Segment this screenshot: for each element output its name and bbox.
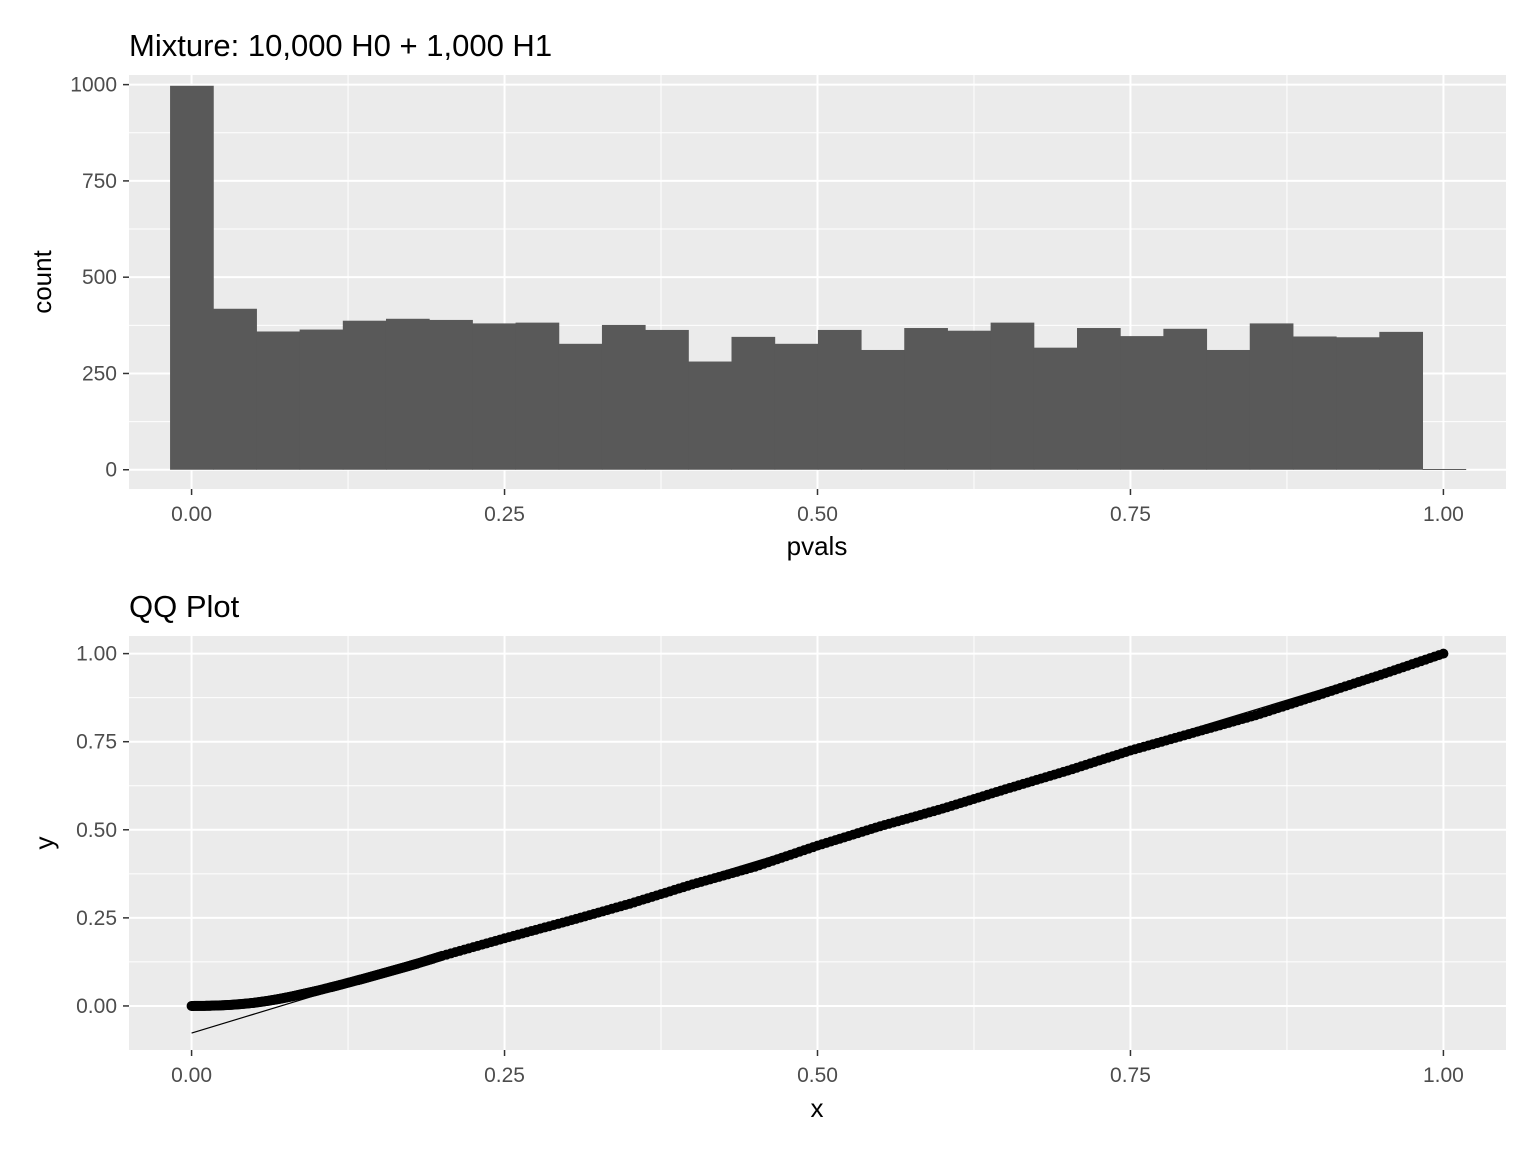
y-tick-label: 1000 xyxy=(70,74,117,97)
histogram-bar xyxy=(947,330,992,470)
qq-plot-chart: QQ Plot 0.00 0.25 0.50 0.75 1.00 0.00 0.25 0.5… xyxy=(29,589,1506,1123)
histogram-bar xyxy=(299,329,344,470)
histogram-bar xyxy=(774,343,819,470)
histogram-bar xyxy=(645,329,689,470)
histogram-bar xyxy=(1336,337,1380,470)
qq-plot-y-ticks: 0.00 0.25 0.50 0.75 1.00 xyxy=(76,643,129,1018)
qq-plot-x-axis-title: x xyxy=(811,1093,824,1123)
histogram-bars xyxy=(170,85,1467,470)
y-tick-label: 0.00 xyxy=(76,995,117,1018)
histogram-bar xyxy=(1249,323,1294,470)
histogram-bar xyxy=(817,329,862,470)
histogram-chart: Mixture: 10,000 H0 + 1,000 H1 0.00 0.25 0.… xyxy=(27,28,1506,561)
histogram-bar xyxy=(558,343,603,470)
histogram-bar xyxy=(385,318,430,470)
qq-plot-y-axis-title: y xyxy=(29,837,59,850)
histogram-bar xyxy=(429,319,473,470)
histogram-bar xyxy=(170,85,214,470)
histogram-y-axis-title: count xyxy=(27,249,57,313)
x-tick-label: 0.25 xyxy=(484,1064,525,1087)
x-tick-label: 0.25 xyxy=(484,503,525,526)
histogram-y-ticks: 0 250 500 750 1000 xyxy=(70,74,129,482)
x-tick-label: 0.75 xyxy=(1110,503,1151,526)
histogram-title: Mixture: 10,000 H0 + 1,000 H1 xyxy=(129,28,552,63)
y-tick-label: 1.00 xyxy=(76,643,117,666)
y-tick-label: 0 xyxy=(105,459,117,482)
histogram-bar xyxy=(904,328,948,470)
qq-plot-title: QQ Plot xyxy=(129,589,240,624)
x-tick-label: 0.50 xyxy=(797,1064,838,1087)
histogram-bar xyxy=(1120,336,1164,470)
histogram-bar xyxy=(213,308,257,470)
histogram-bar xyxy=(472,323,517,470)
qq-point xyxy=(1438,648,1449,659)
histogram-bar xyxy=(1077,328,1121,470)
histogram-bar xyxy=(515,322,560,470)
histogram-bar xyxy=(1379,331,1424,470)
histogram-bar xyxy=(1292,336,1337,470)
histogram-bar xyxy=(688,361,733,470)
histogram-bar xyxy=(256,331,301,470)
histogram-bar xyxy=(601,324,646,470)
histogram-x-ticks: 0.00 0.25 0.50 0.75 1.00 xyxy=(171,489,1464,526)
histogram-bar xyxy=(861,349,905,470)
y-tick-label: 750 xyxy=(82,170,117,193)
histogram-x-axis-title: pvals xyxy=(787,531,848,561)
qq-plot-points xyxy=(186,648,1449,1011)
histogram-bar xyxy=(1033,347,1078,470)
histogram-bar xyxy=(1206,349,1251,470)
y-tick-label: 500 xyxy=(82,266,117,289)
histogram-bar xyxy=(1163,328,1208,470)
qq-plot-x-ticks: 0.00 0.25 0.50 0.75 1.00 xyxy=(171,1050,1464,1087)
histogram-bar xyxy=(342,320,387,470)
x-tick-label: 0.00 xyxy=(171,1064,212,1087)
histogram-bar xyxy=(990,322,1035,470)
x-tick-label: 0.75 xyxy=(1110,1064,1151,1087)
histogram-bar xyxy=(731,336,776,470)
x-tick-label: 1.00 xyxy=(1423,1064,1464,1087)
histogram-bar xyxy=(1422,468,1467,470)
y-tick-label: 250 xyxy=(82,362,117,385)
y-tick-label: 0.50 xyxy=(76,819,117,842)
x-tick-label: 1.00 xyxy=(1423,503,1464,526)
y-tick-label: 0.25 xyxy=(76,907,117,930)
y-tick-label: 0.75 xyxy=(76,731,117,754)
x-tick-label: 0.50 xyxy=(797,503,838,526)
x-tick-label: 0.00 xyxy=(171,503,212,526)
qq-plot-gridlines xyxy=(129,636,1506,1050)
